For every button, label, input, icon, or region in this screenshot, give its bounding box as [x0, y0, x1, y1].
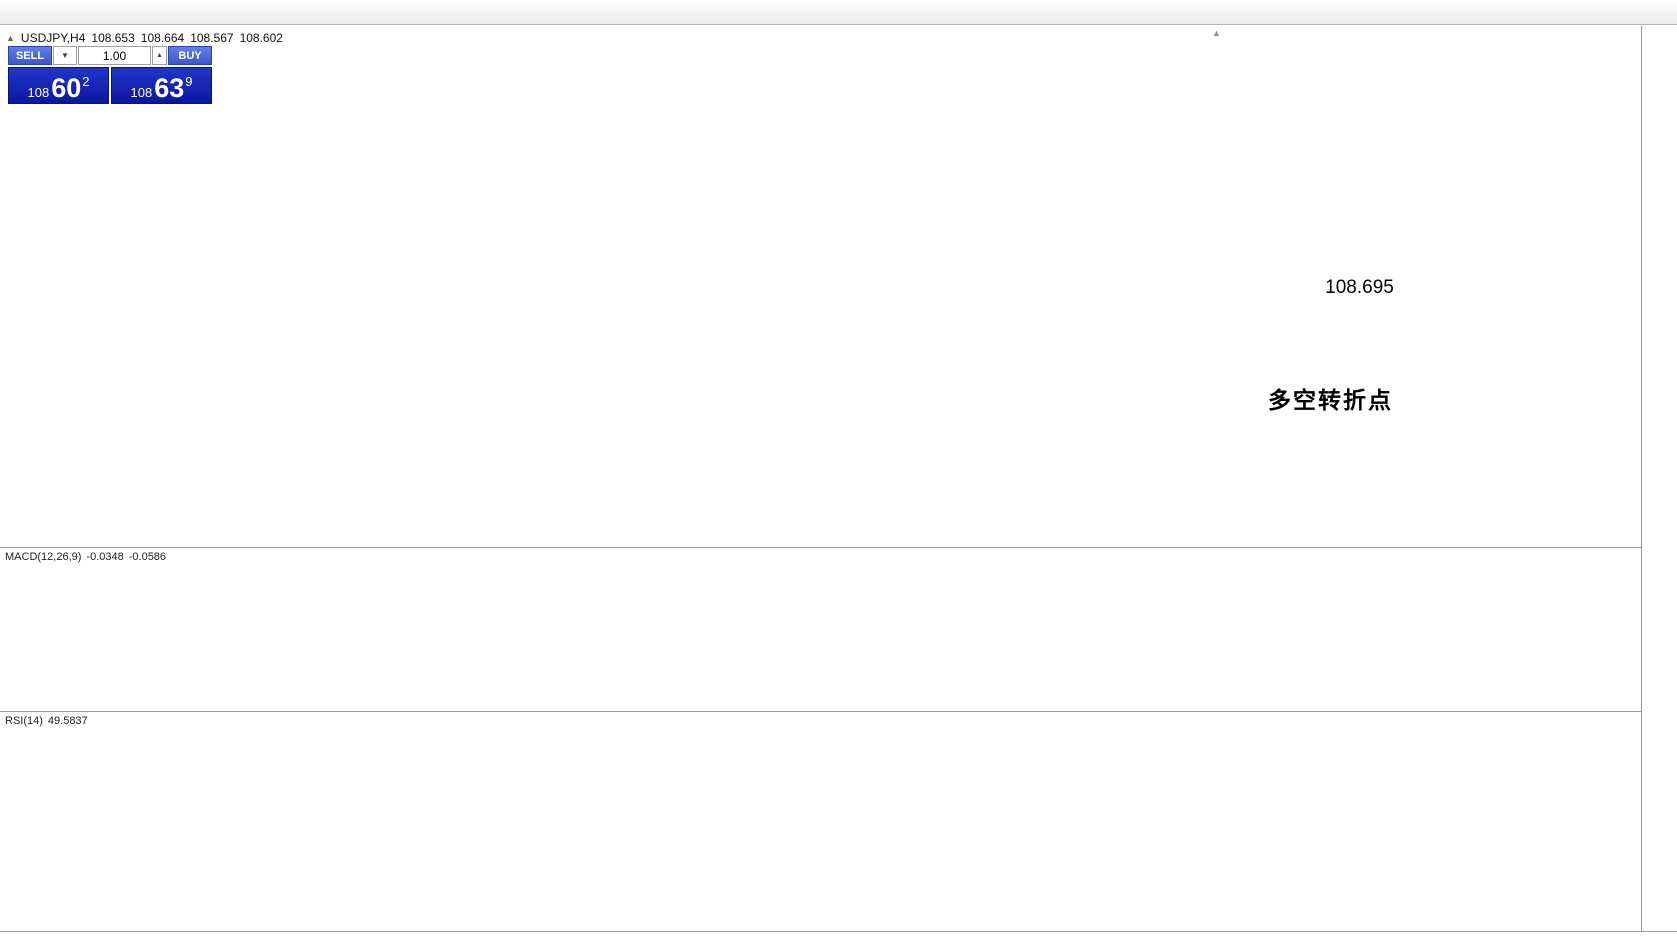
price-callout-label[interactable]: 108.695 [1312, 276, 1407, 300]
volume-dropdown[interactable]: ▼ [53, 46, 77, 65]
buy-button[interactable]: BUY [168, 46, 212, 65]
volume-step-up[interactable]: ▲ [152, 46, 167, 65]
open-value: 108.653 [91, 31, 135, 45]
rsi-header: RSI(14) 49.5837 [5, 715, 88, 727]
volume-input[interactable] [78, 46, 151, 65]
macd-main-value: -0.0348 [86, 551, 124, 563]
main-toolbar [0, 0, 1677, 25]
price-scale[interactable] [1641, 26, 1677, 931]
macd-signal-value: -0.0586 [128, 551, 167, 563]
one-click-toggle-icon[interactable]: ▲ [6, 33, 15, 43]
macd-canvas[interactable] [0, 548, 1641, 712]
buy-price-box[interactable]: 108 63 9 [111, 67, 212, 104]
chart-ohlc-header: ▲ USDJPY,H4 108.653 108.664 108.567 108.… [6, 31, 283, 45]
annotation-note-text[interactable]: 多空转折点 [1268, 387, 1393, 413]
low-value: 108.567 [190, 31, 234, 45]
one-click-trading-panel: SELL ▼ ▲ BUY 108 60 2 108 63 9 [8, 46, 212, 104]
rsi-panel [0, 711, 1641, 932]
symbol-label: USDJPY,H4 [20, 31, 86, 45]
buy-price-prefix: 108 [130, 84, 153, 100]
sell-price-prefix: 108 [27, 84, 50, 100]
sell-price-pipette: 2 [82, 74, 90, 89]
chart-shift-marker[interactable]: ▲ [1212, 28, 1221, 38]
sell-price-pips: 60 [51, 73, 82, 104]
sell-button[interactable]: SELL [8, 46, 52, 65]
macd-header: MACD(12,26,9) -0.0348 -0.0586 [5, 551, 166, 563]
rsi-value: 49.5837 [47, 715, 88, 727]
sell-price-box[interactable]: 108 60 2 [8, 67, 109, 104]
time-axis[interactable] [0, 931, 1677, 951]
buy-price-pips: 63 [154, 73, 185, 104]
macd-label: MACD(12,26,9) [5, 551, 82, 563]
buy-price-pipette: 9 [185, 74, 193, 89]
rsi-label: RSI(14) [5, 715, 43, 727]
macd-panel [0, 547, 1641, 712]
rsi-canvas[interactable] [0, 712, 1641, 932]
high-value: 108.664 [140, 31, 185, 45]
close-value: 108.602 [239, 31, 283, 45]
